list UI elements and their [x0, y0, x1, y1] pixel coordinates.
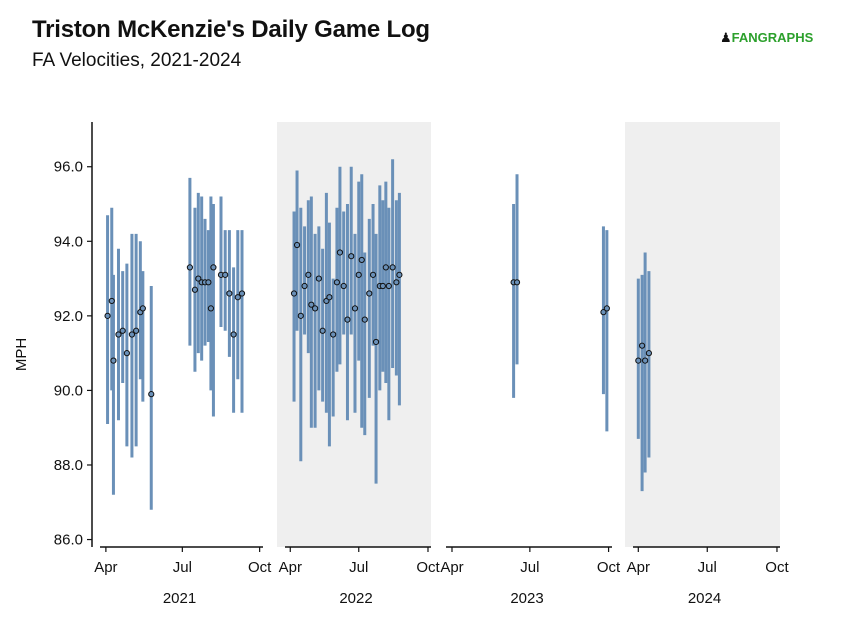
panel-background-2024: [625, 122, 780, 547]
avg-velocity-point: [369, 271, 377, 278]
avg-velocity-point: [128, 331, 136, 338]
x-tick-label: Jul: [349, 559, 368, 576]
avg-velocity-point: [115, 331, 122, 338]
avg-velocity-point: [119, 327, 126, 334]
avg-velocity-point: [230, 331, 237, 338]
avg-velocity-point: [148, 391, 155, 398]
avg-velocity-point: [372, 338, 380, 346]
avg-velocity-point: [333, 279, 341, 286]
avg-velocity-point: [104, 312, 111, 319]
x-tick-label: Apr: [94, 559, 117, 576]
avg-velocity-point: [645, 350, 653, 357]
avg-velocity-point: [603, 305, 610, 312]
avg-velocity-point: [366, 290, 373, 297]
avg-velocity-point: [207, 305, 215, 312]
logo-text: FANGRAPHS: [731, 30, 814, 45]
avg-velocity-point: [600, 309, 607, 316]
avg-velocity-point: [326, 294, 333, 301]
y-tick-label: 94.0: [54, 233, 83, 250]
avg-velocity-point: [312, 305, 319, 312]
avg-velocity-point: [305, 271, 312, 278]
avg-velocity-point: [638, 342, 646, 349]
chart-title: Triston McKenzie's Daily Game Log: [32, 16, 430, 43]
panel-year-label: 2023: [510, 590, 543, 607]
avg-velocity-point: [301, 282, 308, 290]
panel-year-label: 2021: [163, 590, 196, 607]
x-tick-label: Jul: [520, 559, 539, 576]
avg-velocity-point: [238, 290, 246, 297]
avg-velocity-point: [385, 282, 392, 290]
avg-velocity-point: [186, 264, 194, 271]
avg-velocity-point: [205, 279, 212, 286]
panel-year-label: 2022: [339, 590, 372, 607]
logo-mark-icon: ♟: [720, 30, 732, 45]
avg-velocity-point: [393, 279, 400, 286]
avg-velocity-point: [108, 297, 115, 305]
avg-velocity-point: [210, 264, 217, 271]
avg-velocity-point: [139, 305, 146, 312]
avg-velocity-point: [389, 264, 396, 271]
y-axis-label: MPH: [13, 338, 30, 371]
x-tick-label: Jul: [698, 559, 717, 576]
avg-velocity-point: [195, 275, 202, 282]
avg-velocity-point: [348, 253, 355, 260]
y-tick-label: 92.0: [54, 308, 83, 325]
x-tick-label: Jul: [173, 559, 192, 576]
avg-velocity-point: [379, 282, 386, 290]
avg-velocity-point: [123, 350, 130, 357]
avg-velocity-point: [330, 331, 337, 338]
avg-velocity-point: [358, 256, 365, 264]
avg-velocity-point: [382, 264, 389, 271]
chart-subtitle: FA Velocities, 2021-2024: [32, 50, 242, 71]
x-tick-label: Apr: [627, 559, 650, 576]
avg-velocity-point: [226, 290, 233, 297]
avg-velocity-point: [319, 327, 326, 334]
avg-velocity-point: [293, 241, 301, 249]
avg-velocity-point: [513, 279, 521, 286]
avg-velocity-point: [361, 316, 368, 323]
avg-velocity-point: [133, 327, 140, 334]
avg-velocity-point: [355, 271, 362, 278]
y-tick-label: 88.0: [54, 457, 83, 474]
avg-velocity-point: [340, 282, 347, 290]
avg-velocity-point: [336, 249, 344, 256]
avg-velocity-point: [290, 290, 298, 297]
avg-velocity-point: [315, 275, 322, 282]
avg-velocity-point: [635, 357, 642, 364]
avg-velocity-point: [234, 294, 241, 301]
x-tick-label: Oct: [765, 559, 789, 576]
y-tick-label: 90.0: [54, 382, 83, 399]
x-tick-label: Oct: [248, 559, 272, 576]
y-tick-label: 86.0: [54, 532, 83, 549]
x-tick-label: Apr: [440, 559, 463, 576]
avg-velocity-point: [297, 312, 304, 319]
fangraphs-logo: ♟FANGRAPHS: [720, 30, 813, 46]
y-tick-label: 96.0: [54, 159, 83, 176]
avg-velocity-point: [396, 271, 403, 278]
avg-velocity-point: [191, 286, 199, 293]
avg-velocity-point: [110, 357, 117, 364]
avg-velocity-point: [308, 301, 315, 308]
x-tick-label: Oct: [416, 559, 440, 576]
x-tick-label: Oct: [597, 559, 621, 576]
panel-year-label: 2024: [688, 590, 721, 607]
avg-velocity-point: [344, 316, 351, 323]
avg-velocity-point: [351, 305, 359, 312]
avg-velocity-point: [222, 271, 229, 278]
avg-velocity-point: [642, 357, 649, 364]
x-tick-label: Apr: [279, 559, 302, 576]
